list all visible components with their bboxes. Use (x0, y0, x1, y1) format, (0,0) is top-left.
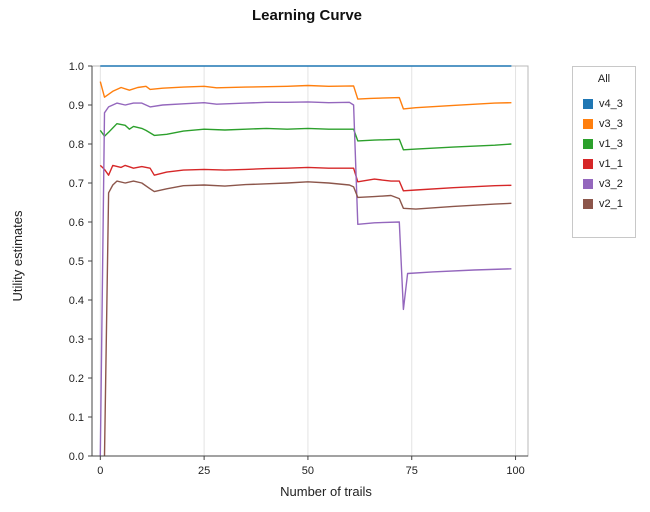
legend-item-v3-3[interactable]: v3_3 (583, 117, 623, 131)
y-tick-label: 0.9 (69, 100, 84, 112)
y-tick-label: 0.4 (69, 295, 84, 307)
y-tick-label: 0.0 (69, 451, 84, 463)
x-tick-label: 0 (97, 465, 103, 477)
legend: All v4_3 v3_3 v1_3 v1_1 v3_2 v2_1 (572, 66, 636, 238)
legend-swatch (583, 159, 593, 169)
y-axis-label: Utility estimates (10, 210, 25, 302)
plot-frame (91, 65, 529, 457)
legend-swatch (583, 119, 593, 129)
series-lines (99, 65, 512, 457)
legend-item-v1-3[interactable]: v1_3 (583, 137, 623, 151)
x-tick-label: 75 (406, 465, 418, 477)
y-tick-label: 1.0 (69, 61, 84, 73)
series-line-v1-3 (99, 122, 512, 151)
x-tick-label: 25 (198, 465, 210, 477)
legend-label: v1_3 (599, 138, 623, 150)
x-axis-label: Number of trails (280, 484, 372, 499)
y-tick-label: 0.7 (69, 178, 84, 190)
chart-title: Learning Curve (252, 7, 362, 24)
legend-label: v1_1 (599, 158, 623, 170)
legend-item-v3-2[interactable]: v3_2 (583, 177, 623, 191)
legend-item-v4-3[interactable]: v4_3 (583, 97, 623, 111)
x-tick-label: 50 (302, 465, 314, 477)
y-tick-label: 0.6 (69, 217, 84, 229)
legend-label: v3_2 (599, 178, 623, 190)
grid-lines (99, 66, 517, 456)
y-tick-label: 0.3 (69, 334, 84, 346)
x-tick-label: 100 (506, 465, 524, 477)
y-tick-label: 0.5 (69, 256, 84, 268)
series-line-v1-1 (99, 164, 512, 192)
legend-swatch (583, 179, 593, 189)
legend-item-v2-1[interactable]: v2_1 (583, 197, 623, 211)
legend-swatch (583, 99, 593, 109)
legend-label: v3_3 (599, 118, 623, 130)
legend-item-v1-1[interactable]: v1_1 (583, 157, 623, 171)
y-tick-label: 0.1 (69, 412, 84, 424)
y-tick-label: 0.8 (69, 139, 84, 151)
legend-swatch (583, 199, 593, 209)
series-line-v2-1 (103, 180, 512, 457)
series-line-v3-2 (99, 101, 512, 457)
legend-label: v2_1 (599, 198, 623, 210)
legend-title[interactable]: All (597, 73, 611, 85)
series-line-v3-3 (99, 81, 512, 110)
y-tick-label: 0.2 (69, 373, 84, 385)
legend-swatch (583, 139, 593, 149)
axes: 0.0 0.1 0.2 0.3 0.4 0.5 0.6 0.7 0.8 0.9 1.0 0 25 50 75… (69, 61, 528, 477)
legend-label: v4_3 (599, 98, 623, 110)
